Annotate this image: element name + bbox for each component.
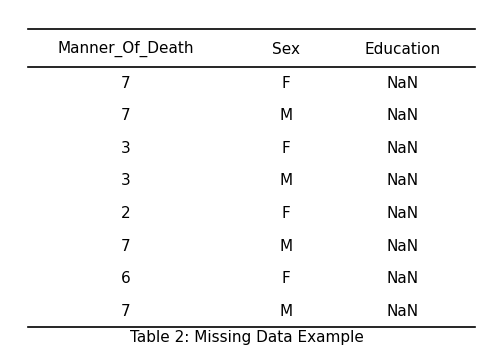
Text: 6: 6	[121, 271, 130, 286]
Text: Education: Education	[365, 42, 441, 57]
Text: NaN: NaN	[386, 271, 418, 286]
Text: Manner_Of_Death: Manner_Of_Death	[57, 41, 194, 57]
Text: 7: 7	[121, 75, 130, 90]
Text: F: F	[282, 75, 290, 90]
Text: 7: 7	[121, 239, 130, 253]
Text: Table 2: Missing Data Example: Table 2: Missing Data Example	[130, 330, 364, 345]
Text: NaN: NaN	[386, 206, 418, 221]
Text: M: M	[279, 173, 292, 188]
Text: NaN: NaN	[386, 75, 418, 90]
Text: NaN: NaN	[386, 304, 418, 319]
Text: M: M	[279, 108, 292, 123]
Text: NaN: NaN	[386, 141, 418, 156]
Text: F: F	[282, 206, 290, 221]
Text: 7: 7	[121, 304, 130, 319]
Text: NaN: NaN	[386, 239, 418, 253]
Text: M: M	[279, 239, 292, 253]
Text: M: M	[279, 304, 292, 319]
Text: 7: 7	[121, 108, 130, 123]
Text: 3: 3	[121, 173, 130, 188]
Text: 3: 3	[121, 141, 130, 156]
Text: 2: 2	[121, 206, 130, 221]
Text: NaN: NaN	[386, 173, 418, 188]
Text: F: F	[282, 271, 290, 286]
Text: Sex: Sex	[272, 42, 300, 57]
Text: F: F	[282, 141, 290, 156]
Text: NaN: NaN	[386, 108, 418, 123]
